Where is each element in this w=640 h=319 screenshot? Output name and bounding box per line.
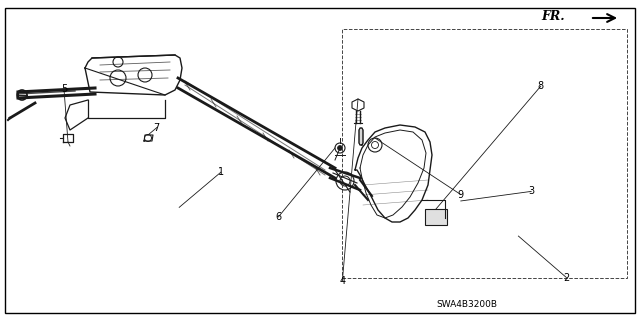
Circle shape xyxy=(337,145,342,151)
Text: SWA4B3200B: SWA4B3200B xyxy=(436,300,498,309)
Text: 9: 9 xyxy=(458,189,464,200)
Text: 6: 6 xyxy=(275,212,282,222)
Text: 2: 2 xyxy=(563,272,570,283)
Text: 7: 7 xyxy=(154,122,160,133)
Polygon shape xyxy=(359,128,363,145)
Bar xyxy=(342,29,627,278)
Text: 1: 1 xyxy=(218,167,224,177)
Bar xyxy=(425,209,447,225)
Text: 4: 4 xyxy=(339,276,346,286)
Text: 5: 5 xyxy=(61,84,67,94)
Text: 3: 3 xyxy=(528,186,534,197)
Text: 8: 8 xyxy=(538,81,544,91)
Text: FR.: FR. xyxy=(541,10,565,23)
